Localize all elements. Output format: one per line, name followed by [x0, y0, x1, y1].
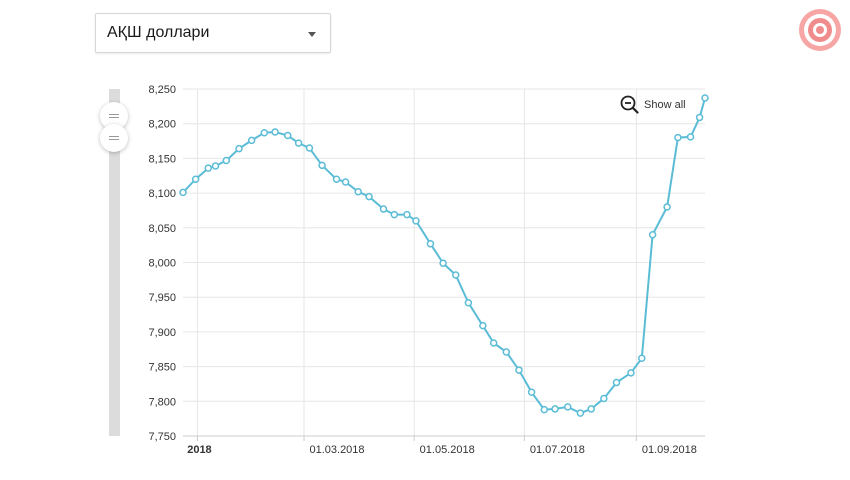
y-tick-label: 8,050	[148, 223, 176, 235]
data-point[interactable]	[222, 156, 231, 165]
x-tick-label: 01.03.2018	[309, 444, 364, 456]
x-tick-label: 01.07.2018	[530, 444, 585, 456]
currency-dropdown[interactable]: АҚШ доллари	[95, 13, 331, 53]
data-point[interactable]	[663, 203, 671, 211]
data-point[interactable]	[191, 175, 200, 183]
y-tick-label: 8,250	[148, 84, 176, 96]
data-point[interactable]	[284, 131, 292, 140]
data-point[interactable]	[489, 339, 498, 347]
data-point[interactable]	[412, 217, 420, 225]
y-tick-label: 7,750	[148, 431, 176, 443]
data-point[interactable]	[502, 348, 511, 356]
data-point[interactable]	[179, 188, 187, 197]
data-point[interactable]	[648, 230, 657, 239]
data-point[interactable]	[612, 378, 621, 387]
data-point[interactable]	[332, 175, 341, 183]
grid-lines	[183, 88, 705, 437]
data-point[interactable]	[379, 205, 388, 213]
y-tick-label: 7,850	[148, 362, 176, 374]
data-point[interactable]	[341, 178, 350, 186]
data-point[interactable]	[271, 128, 279, 136]
series-points	[179, 94, 709, 417]
x-tick-label: 01.05.2018	[420, 444, 475, 456]
data-point[interactable]	[563, 403, 572, 411]
data-point[interactable]	[674, 133, 682, 142]
data-point[interactable]	[540, 405, 548, 414]
data-point[interactable]	[701, 94, 709, 102]
data-point[interactable]	[403, 210, 411, 219]
y-tick-label: 7,800	[148, 396, 176, 408]
data-point[interactable]	[439, 259, 447, 267]
show-all-label: Show all	[644, 99, 686, 111]
data-point[interactable]	[354, 187, 362, 196]
data-point[interactable]	[305, 144, 314, 152]
data-point[interactable]	[587, 405, 595, 413]
data-point[interactable]	[551, 405, 559, 413]
data-point[interactable]	[515, 366, 523, 374]
x-tick-label: 01.09.2018	[642, 444, 697, 456]
data-point[interactable]	[426, 240, 435, 248]
data-point[interactable]	[318, 161, 326, 170]
data-point[interactable]	[204, 164, 213, 172]
y-tick-label: 7,900	[148, 327, 176, 339]
data-point[interactable]	[600, 394, 608, 403]
data-point[interactable]	[451, 271, 460, 279]
data-point[interactable]	[695, 113, 704, 122]
y-tick-label: 8,200	[148, 119, 176, 131]
data-point[interactable]	[260, 128, 269, 137]
zoom-out-icon	[620, 95, 639, 114]
target-icon[interactable]	[798, 8, 842, 52]
data-point[interactable]	[527, 388, 536, 397]
y-tick-label: 8,150	[148, 153, 176, 165]
data-point[interactable]	[294, 139, 303, 147]
data-point[interactable]	[576, 409, 585, 417]
vertical-zoom-scrollbar[interactable]	[109, 89, 120, 436]
data-point[interactable]	[211, 162, 220, 170]
y-axis-ticks: 8,250 8,200 8,150 8,100 8,050 8,000 7,950 7,900…	[148, 84, 176, 443]
x-axis-ticks: 2018 01.03.2018 01.05.2018 01.07.2018 01.09.…	[183, 435, 705, 456]
data-point[interactable]	[390, 210, 399, 219]
data-point[interactable]	[479, 321, 487, 330]
currency-dropdown-label: АҚШ доллари	[107, 24, 210, 41]
y-tick-label: 8,000	[148, 258, 176, 270]
y-tick-label: 8,100	[148, 188, 176, 200]
chevron-down-icon	[308, 32, 316, 37]
x-tick-label: 2018	[187, 444, 211, 456]
show-all-button[interactable]: Show all	[620, 94, 686, 116]
data-point[interactable]	[464, 299, 473, 307]
data-point[interactable]	[686, 133, 695, 141]
data-point[interactable]	[247, 136, 256, 145]
data-point[interactable]	[627, 369, 635, 377]
data-point[interactable]	[638, 354, 646, 363]
data-point[interactable]	[365, 192, 373, 201]
y-tick-label: 7,950	[148, 292, 176, 304]
data-point[interactable]	[235, 144, 243, 153]
scroll-handle-bottom[interactable]	[100, 124, 128, 152]
series-line	[182, 97, 706, 415]
series-line-path	[182, 97, 706, 415]
